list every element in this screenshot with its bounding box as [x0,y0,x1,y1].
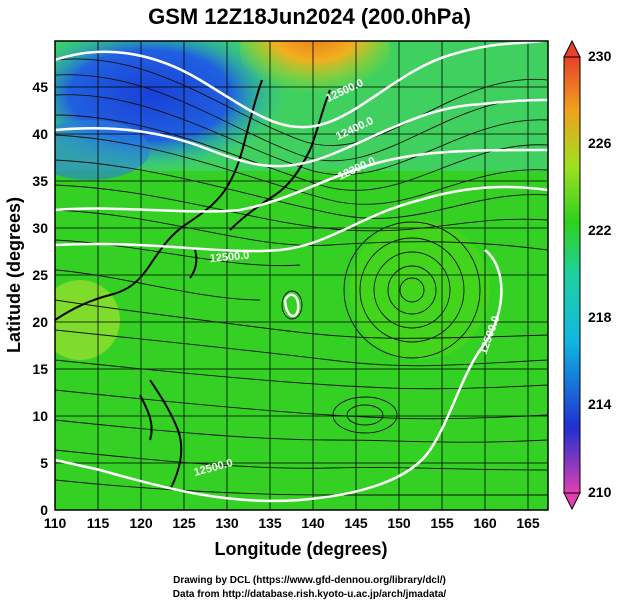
plot-frame [54,40,549,511]
credit-drawing: Drawing by DCL (https://www.gfd-dennou.o… [173,575,446,586]
contour-label: 12500.0 [209,250,250,265]
chart-title: GSM 12Z18Jun2024 (200.0hPa) [148,4,471,29]
y-tick-label: 30 [32,220,48,236]
y-tick-label: 45 [32,79,48,95]
colorbar: 230 226 222 218 214 210 [563,39,612,511]
y-tick-label: 25 [32,267,48,283]
colorbar-label: 222 [588,222,612,238]
x-tick-label: 155 [430,515,454,531]
y-tick-label: 20 [32,314,48,330]
x-axis-label: Longitude (degrees) [214,539,387,559]
y-tick-label: 0 [40,502,48,518]
wind-streamlines [55,58,548,496]
colorbar-label: 218 [588,309,612,325]
colorbar-max-arrow [563,39,581,58]
colorbar-label: 210 [588,484,612,500]
y-tick-label: 15 [32,361,48,377]
x-tick-label: 150 [387,515,411,531]
x-tick-label: 140 [301,515,325,531]
x-tick-label: 120 [129,515,153,531]
x-tick-label: 110 [44,515,67,531]
x-tick-label: 165 [516,515,540,531]
x-axis-ticks: 110 115 120 125 130 135 140 145 150 155 … [44,515,540,531]
x-tick-label: 115 [87,515,110,531]
coastlines [55,79,331,491]
x-tick-label: 125 [172,515,196,531]
height-contours [55,41,548,503]
colorbar-label: 214 [588,396,612,412]
x-tick-label: 135 [258,515,282,531]
x-tick-label: 130 [215,515,239,531]
temperature-field [55,41,548,510]
y-axis-ticks: 0 5 10 15 20 25 30 35 40 45 [32,79,48,518]
x-tick-label: 160 [473,515,497,531]
y-tick-label: 5 [40,455,48,471]
grid-lines [55,41,548,510]
x-tick-label: 145 [344,515,368,531]
y-axis-label: Latitude (degrees) [4,197,24,353]
colorbar-min-arrow [563,492,581,511]
colorbar-label: 226 [588,135,612,151]
y-tick-label: 40 [32,126,48,142]
y-tick-label: 35 [32,173,48,189]
credit-data-source: Data from http://database.rish.kyoto-u.a… [172,589,447,600]
y-tick-label: 10 [32,408,48,424]
colorbar-label: 230 [588,48,612,64]
